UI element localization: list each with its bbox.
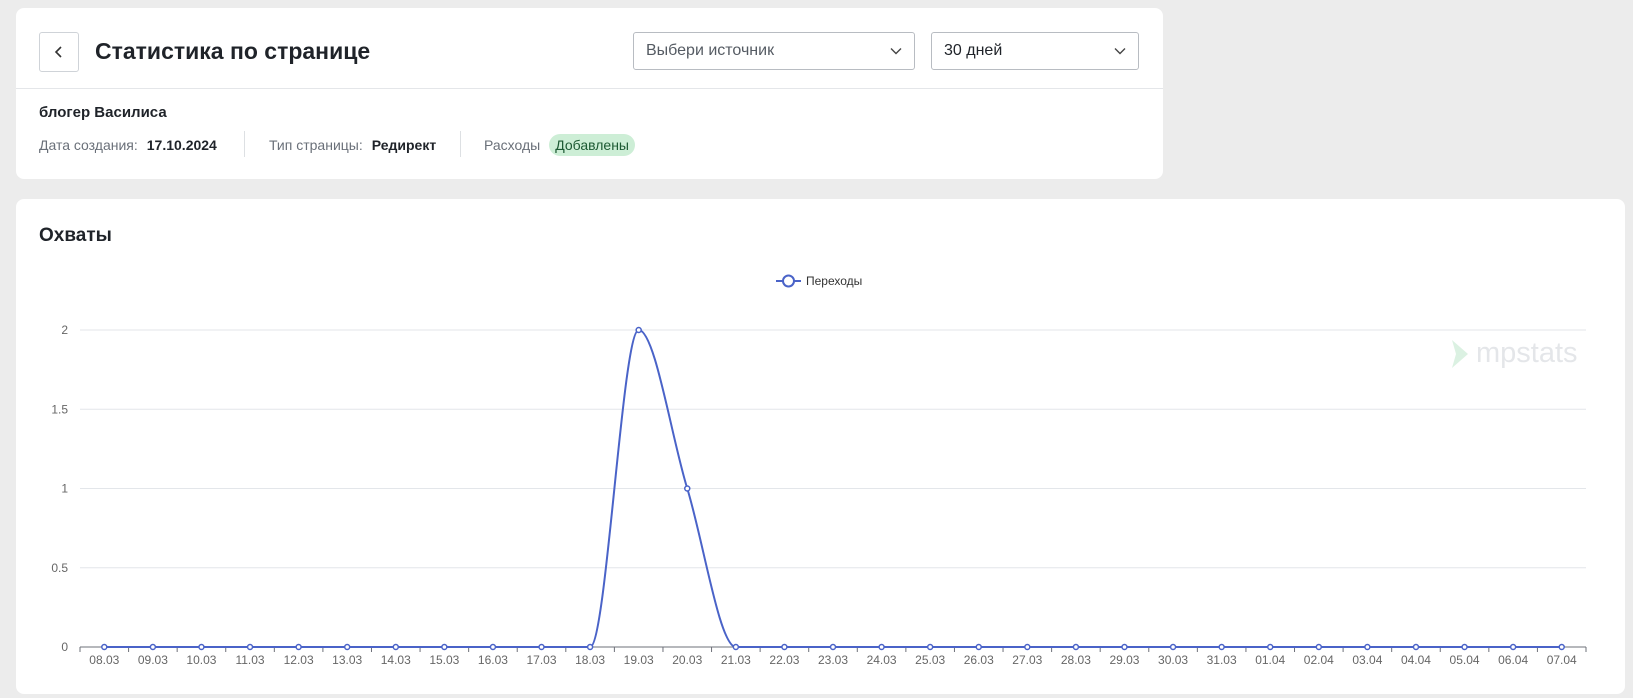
y-tick-label: 1.5 [51,402,68,416]
x-tick-label: 20.03 [672,653,702,667]
y-tick-label: 0 [61,640,68,654]
x-tick-label: 12.03 [284,653,314,667]
data-point [538,643,545,651]
data-point [295,643,302,651]
x-tick-label: 28.03 [1061,653,1091,667]
data-point [1558,643,1565,651]
data-point [878,643,885,651]
chevron [890,48,902,55]
select-text: 30 дней [944,42,1003,59]
data-point [149,643,157,651]
divider [16,88,1163,89]
chart: mpstats 0 0.5 1 1.5 2 08.03 09.03 10.03 11.03 12.… [51,274,1587,667]
data-point [392,643,400,651]
data-point [1024,643,1031,651]
back-icon [54,46,62,58]
x-tick-label: 15.03 [429,653,459,667]
meta-label: Тип страницы: [269,137,363,153]
legend-marker [782,274,795,288]
x-tick-label: 05.04 [1450,653,1480,667]
x-tick-label: 16.03 [478,653,508,667]
meta-label: Расходы [484,137,541,153]
legend-label: Переходы [806,274,862,288]
meta-value: Редирект [371,137,437,153]
watermark: mpstats [1452,337,1578,369]
data-point [829,643,837,651]
x-tick-label: 03.04 [1352,653,1382,667]
data-point [343,643,351,651]
x-tick-label: 17.03 [527,653,557,667]
data-point [635,326,642,334]
data-point [1072,643,1080,651]
meta-type: Тип страницы: Редирект [269,133,436,157]
x-tick-label: 18.03 [575,653,605,667]
x-tick-label: 19.03 [624,653,654,667]
data-point [246,643,254,651]
page-title: Статистика по странице [95,38,371,64]
x-tick-label: 04.04 [1401,653,1431,667]
y-tick-label: 2 [61,323,68,337]
data-point [1121,643,1128,651]
x-tick-label: 14.03 [381,653,411,667]
y-tick-label: 0.5 [51,561,68,575]
x-tick-label: 09.03 [138,653,168,667]
meta-expenses: Расходы Добавлены [484,133,635,157]
data-point [684,485,691,492]
data-point [198,643,205,651]
x-tick-label: 24.03 [867,653,897,667]
page-name: блогер Василиса [39,104,167,121]
separator [244,131,245,157]
period-select[interactable]: 30 дней [931,32,1139,70]
meta-value: 17.10.2024 [146,137,217,153]
x-tick-label: 10.03 [186,653,216,667]
data-point [1509,643,1517,651]
back-button[interactable] [39,32,79,72]
x-tick-label: 22.03 [769,653,799,667]
data-point [1169,643,1177,651]
data-point [975,643,982,651]
data-point [1364,643,1371,651]
header-card: Статистика по странице Выбери источник 3… [16,8,1163,179]
data-point [781,643,788,651]
meta-label: Дата создания: [39,137,138,153]
status-badge: Добавлены [549,134,635,156]
x-tick-label: 29.03 [1109,653,1139,667]
chart-card: Охваты mpstats 0 0.5 1 1.5 2 08.03 09.03 10.03 1… [16,199,1625,694]
separator [460,131,461,157]
x-tick-label: 01.04 [1255,653,1285,667]
data-point [1266,643,1274,651]
data-point [441,643,448,651]
chevron [1114,48,1126,55]
x-tick-label: 11.03 [235,653,264,667]
x-tick-label: 07.04 [1547,653,1577,667]
x-tick-label: 13.03 [332,653,362,667]
meta-created: Дата создания: 17.10.2024 [39,133,217,157]
data-point [489,643,497,651]
watermark-logo [1452,340,1468,368]
data-point [1461,643,1468,651]
x-tick-label: 21.03 [721,653,751,667]
watermark-text: mpstats [1476,337,1578,369]
data-point [1412,643,1420,651]
data-point [926,643,934,651]
chart-title: Охваты [39,225,112,246]
x-tick-label: 25.03 [915,653,945,667]
data-point [1315,643,1323,651]
source-select[interactable]: Выбери источник [633,32,915,70]
x-tick-label: 26.03 [964,653,994,667]
x-tick-label: 02.04 [1304,653,1334,667]
data-point [1218,643,1225,651]
x-tick-label: 06.04 [1498,653,1528,667]
data-point [101,643,108,651]
x-tick-label: 30.03 [1158,653,1188,667]
data-point [732,643,740,651]
x-tick-label: 08.03 [89,653,119,667]
select-text: Выбери источник [646,42,775,59]
x-tick-label: 27.03 [1012,653,1042,667]
x-tick-label: 23.03 [818,653,848,667]
data-point [586,643,594,651]
y-tick-label: 1 [61,482,68,496]
x-tick-label: 31.03 [1207,653,1237,667]
